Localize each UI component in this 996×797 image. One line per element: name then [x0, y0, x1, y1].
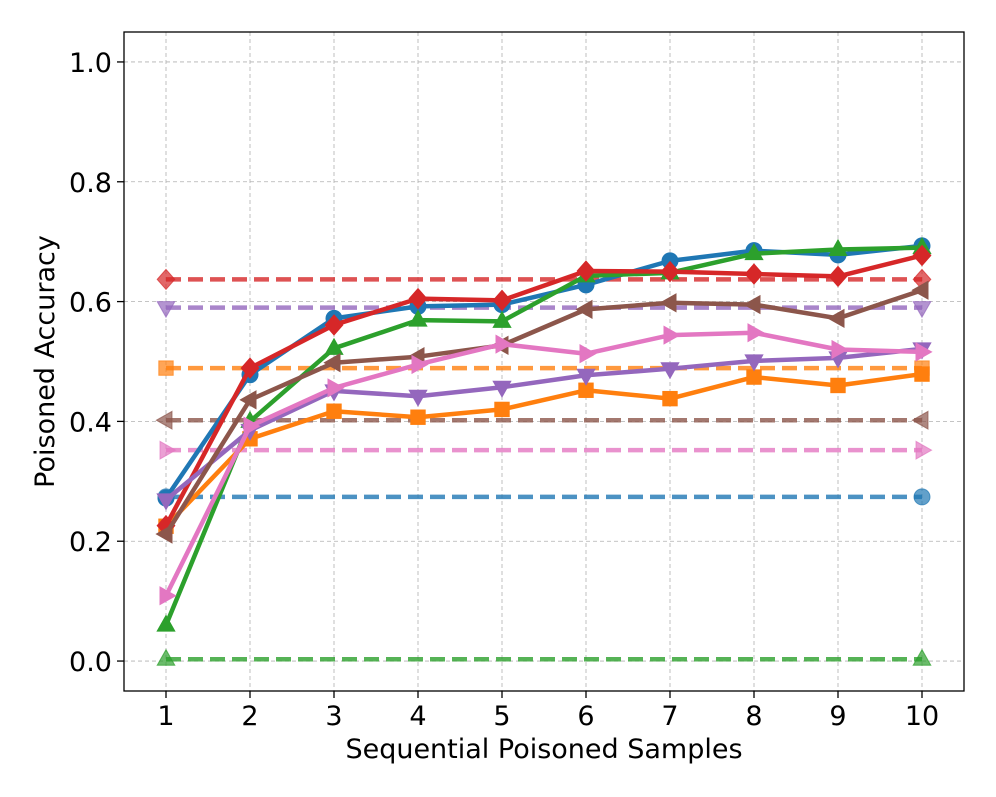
baseline-marker: [155, 410, 173, 430]
series-line: [164, 253, 923, 527]
data-point: [744, 243, 764, 261]
baseline-series: [155, 268, 933, 666]
data-point: [159, 586, 177, 606]
series-green: [156, 237, 932, 632]
baseline-marker: [156, 648, 176, 666]
baseline-brown: [155, 410, 929, 430]
data-point: [914, 366, 930, 382]
baseline-green: [156, 648, 932, 666]
x-tick-label: 10: [905, 701, 939, 732]
series-line: [164, 346, 923, 502]
data-point: [243, 416, 261, 436]
x-tick-label: 2: [241, 701, 258, 732]
data-point: [828, 265, 848, 288]
data-point: [408, 309, 428, 327]
data-point: [239, 390, 257, 410]
y-ticks: 0.0 0.2 0.4 0.6 0.8 1.0: [69, 48, 124, 678]
series-pink: [159, 323, 933, 606]
series-line: [163, 245, 923, 626]
x-tick-label: 5: [493, 701, 510, 732]
y-tick-label: 0.4: [69, 407, 112, 438]
baseline-pink: [159, 440, 933, 460]
x-axis-label: Sequential Poisoned Samples: [345, 734, 742, 765]
data-point: [827, 308, 845, 329]
data-point: [663, 325, 681, 345]
data-point: [494, 401, 510, 418]
x-tick-label: 6: [577, 701, 594, 732]
data-point: [408, 389, 428, 407]
data-point: [915, 342, 933, 362]
data-point: [492, 289, 512, 312]
data-point: [744, 263, 764, 285]
y-tick-label: 0.0: [69, 647, 112, 678]
data-point: [579, 344, 597, 364]
data-point: [240, 357, 260, 379]
x-tick-label: 3: [325, 701, 342, 732]
data-point: [746, 369, 762, 385]
data-point: [495, 334, 513, 354]
x-tick-label: 8: [745, 701, 762, 732]
data-point: [492, 380, 512, 398]
data-point: [155, 524, 173, 544]
y-tick-label: 0.2: [69, 527, 112, 558]
x-ticks: 1 2 3 4 5 6 7 8 9 10: [157, 691, 939, 732]
data-point: [323, 353, 341, 373]
data-point: [743, 294, 761, 315]
data-point: [662, 390, 678, 407]
baseline-marker: [915, 440, 933, 460]
x-tick-label: 9: [829, 701, 846, 732]
data-point: [912, 244, 932, 267]
data-point: [411, 354, 429, 375]
data-point: [156, 614, 176, 632]
data-point: [830, 377, 846, 394]
x-tick-label: 4: [409, 701, 426, 732]
x-tick-label: 1: [157, 701, 174, 732]
plot-frame: [123, 31, 965, 692]
baseline-orange: [158, 360, 930, 376]
data-point: [911, 280, 929, 300]
data-point: [660, 362, 680, 380]
baseline-marker: [911, 410, 929, 430]
data-point: [575, 299, 593, 320]
series-line: [163, 330, 923, 597]
series-line: [164, 371, 923, 528]
baseline-purple: [156, 301, 932, 319]
data-point: [576, 368, 596, 386]
series-line: [164, 288, 923, 536]
y-tick-label: 0.6: [69, 288, 112, 319]
baseline-marker: [913, 488, 931, 506]
data-point: [744, 354, 764, 372]
data-point: [660, 260, 680, 283]
data-point: [831, 339, 849, 360]
data-point: [324, 314, 344, 336]
data-point: [408, 287, 428, 310]
data-point: [659, 293, 677, 313]
data-point: [828, 238, 848, 256]
baseline-marker: [156, 268, 176, 291]
line-series: [155, 237, 933, 632]
data-point: [327, 378, 345, 398]
series-brown: [155, 280, 929, 544]
baseline-marker: [912, 648, 932, 666]
data-point: [326, 403, 342, 419]
x-tick-label: 7: [661, 701, 678, 732]
y-tick-label: 0.8: [69, 168, 112, 199]
y-axis-label: Poisoned Accuracy: [30, 235, 61, 488]
baseline-marker: [912, 301, 932, 319]
baseline-marker: [156, 301, 176, 319]
data-point: [747, 323, 765, 343]
y-tick-label: 1.0: [69, 48, 112, 79]
baseline-marker: [159, 440, 177, 460]
data-point: [324, 337, 344, 355]
data-point: [492, 310, 512, 328]
data-point: [576, 260, 596, 282]
data-point: [156, 493, 176, 511]
data-point: [410, 409, 426, 425]
baseline-marker: [158, 360, 174, 376]
baseline-blue: [157, 488, 931, 506]
